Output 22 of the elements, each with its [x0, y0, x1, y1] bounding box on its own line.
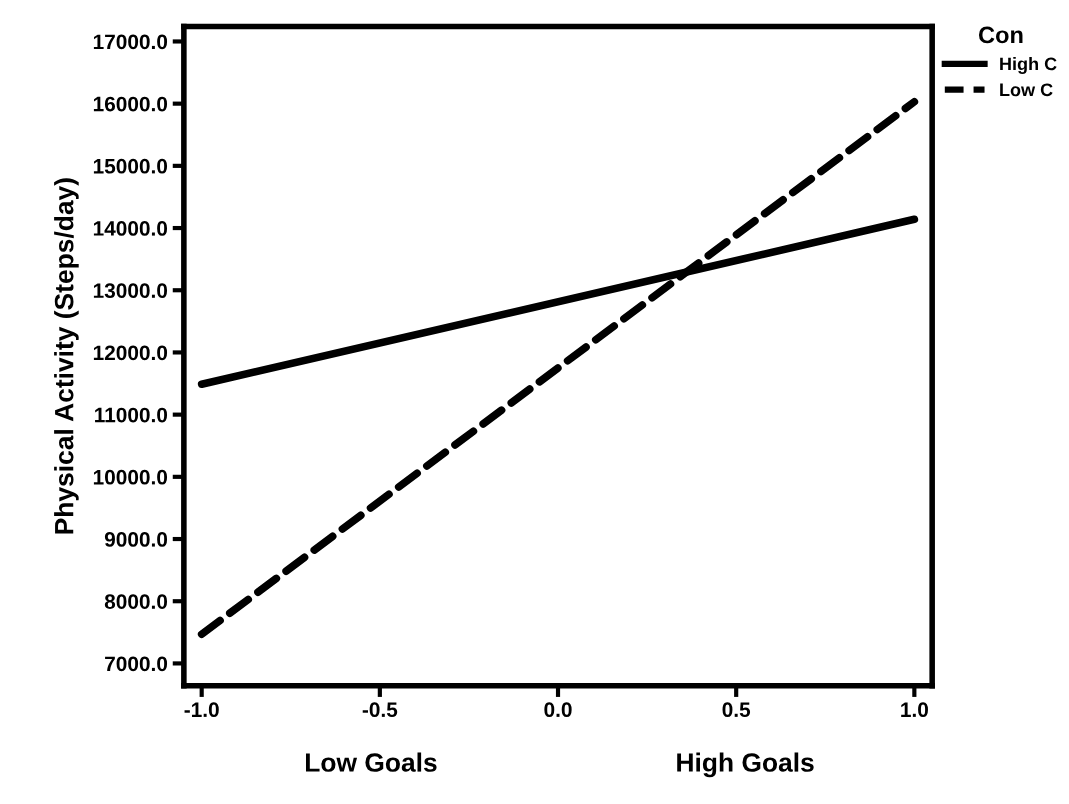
x-tick-label: 1.0: [901, 702, 928, 718]
y-tick-label: 16000.0: [93, 96, 168, 112]
y-tick-label: 17000.0: [93, 34, 168, 50]
y-tick-label: 9000.0: [104, 532, 168, 547]
x-tick-label: 0.0: [544, 702, 572, 718]
y-tick-label: 14000.0: [93, 221, 168, 236]
text: Low Goals: [306, 752, 437, 772]
y-tick-label: 8000.0: [104, 594, 168, 609]
y-tick-label: 10000.0: [93, 469, 168, 485]
y-tick-label: 13000.0: [93, 283, 168, 299]
legend-label: High C: [1000, 57, 1057, 74]
legend-label: Low C: [1000, 83, 1053, 97]
y-tick-label: 11000.0: [95, 407, 168, 423]
y-tick-label: 12000.0: [93, 345, 168, 361]
text: High Goals: [677, 752, 814, 778]
x-tick-label: -0.5: [362, 702, 398, 718]
y-tick-label: 7000.0: [105, 656, 168, 672]
legend-title: Con: [979, 26, 1023, 44]
x-tick-label: -1.0: [184, 702, 219, 718]
y-tick-label: 15000.0: [93, 158, 168, 174]
y-axis-title: Physical Activity (Steps/day): [54, 178, 79, 534]
x-tick-label: 0.5: [722, 702, 751, 718]
